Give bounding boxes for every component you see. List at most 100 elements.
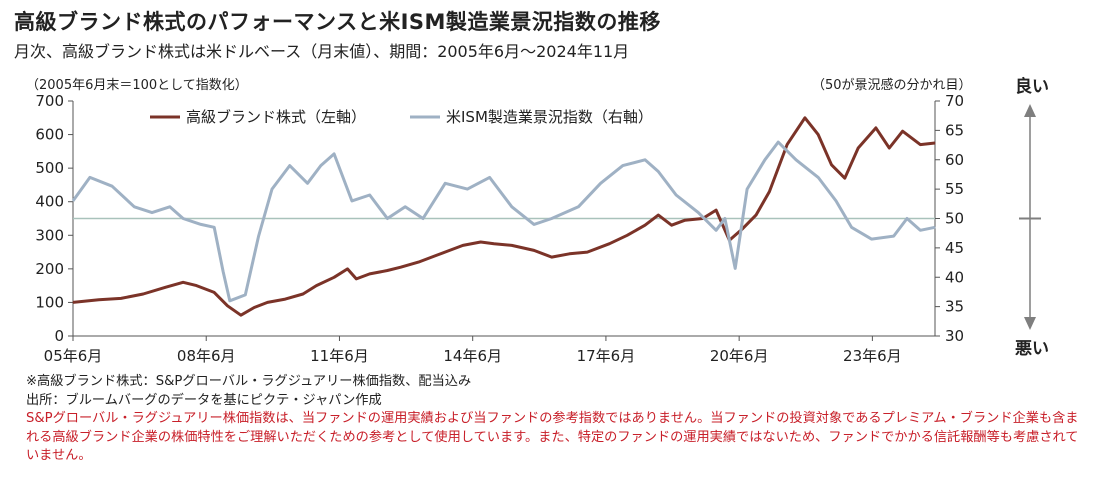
- right-axis-note: （50が景況感の分かれ目）: [812, 78, 972, 93]
- data-point: [229, 300, 231, 302]
- data-point: [919, 144, 921, 146]
- series-line-luxury: [72, 116, 936, 317]
- chart-subtitle: 月次、高級ブランド株式は米ドルベース（月末値）、期間：2005年6月～2024年…: [14, 42, 630, 61]
- data-point: [386, 269, 388, 272]
- data-point: [533, 223, 535, 225]
- data-point: [577, 206, 580, 208]
- x-tick-label: 11年6月: [310, 347, 369, 365]
- right-tick-label: 65: [945, 121, 964, 139]
- x-tick-label: 20年6月: [710, 347, 769, 365]
- right-tick-label: 50: [945, 210, 964, 228]
- data-point: [466, 188, 468, 190]
- left-axis-note: （2005年6月末＝100として指数化）: [26, 78, 248, 93]
- series-line-ism: [71, 140, 936, 303]
- left-tick-label: 700: [35, 92, 64, 110]
- data-point: [511, 244, 513, 246]
- legend-label-ism: 米ISM製造業景況指数（右軸）: [446, 108, 653, 126]
- series-lines: [71, 116, 936, 317]
- data-point: [835, 200, 837, 202]
- right-tick-label: 35: [945, 298, 964, 316]
- data-point: [351, 200, 353, 202]
- right-tick-label: 55: [945, 180, 964, 198]
- data-point: [888, 147, 890, 149]
- data-point: [480, 241, 482, 243]
- chart-title: 高級ブランド株式のパフォーマンスと米ISM製造業景況指数の推移: [14, 10, 661, 34]
- data-point: [98, 299, 100, 301]
- data-point: [657, 170, 659, 173]
- data-point: [240, 314, 242, 316]
- data-point: [568, 253, 571, 255]
- right-tick-label: 60: [945, 151, 964, 169]
- data-point: [444, 182, 446, 184]
- data-point: [919, 229, 921, 231]
- data-point: [449, 249, 451, 251]
- data-point: [746, 188, 748, 190]
- data-point: [369, 273, 371, 275]
- data-point: [271, 188, 273, 190]
- chart-axes: 0 100 200 300 400 500 600 700 30 35 40 45 50 55 60 65 70…: [35, 92, 964, 365]
- data-point: [755, 214, 757, 216]
- data-point: [608, 243, 611, 245]
- data-point: [226, 305, 229, 307]
- data-point: [715, 229, 717, 231]
- data-point: [675, 194, 677, 196]
- data-point: [626, 234, 628, 236]
- footnotes: ※高級ブランド株式：S&Pグローバル・ラグジュアリー株価指数、配当込み 出所：ブ…: [26, 373, 1086, 466]
- data-point: [164, 286, 166, 288]
- data-point: [435, 254, 437, 256]
- data-point: [386, 217, 388, 220]
- data-point: [844, 177, 846, 179]
- right-tick-label: 45: [945, 239, 964, 257]
- data-point: [213, 226, 215, 228]
- left-tick-label: 0: [54, 327, 64, 345]
- data-point: [462, 244, 464, 246]
- data-point: [72, 301, 74, 303]
- data-point: [404, 206, 406, 208]
- disclaimer: S&Pグローバル・ラグジュアリー株価指数は、当ファンドの運用実績および当ファンド…: [26, 411, 1079, 463]
- data-point: [551, 217, 553, 220]
- data-point: [151, 212, 153, 214]
- data-point: [830, 164, 833, 166]
- legend-label-luxury: 高級ブランド株式（左軸）: [186, 108, 366, 126]
- data-point: [422, 217, 424, 220]
- data-point: [586, 251, 588, 253]
- right-tick-label: 40: [945, 268, 964, 286]
- data-point: [253, 306, 255, 309]
- data-point: [489, 176, 491, 178]
- data-point: [315, 285, 317, 287]
- data-point: [902, 130, 904, 132]
- x-tick-label: 08年6月: [177, 347, 236, 365]
- data-point: [266, 301, 269, 303]
- data-point: [120, 297, 122, 299]
- line-chart: 0 100 200 300 400 500 600 700 30 35 40 45 50 55 60 65 70…: [35, 92, 1041, 365]
- data-point: [622, 165, 624, 167]
- data-point: [644, 224, 646, 226]
- left-tick-label: 400: [35, 193, 64, 211]
- x-tick-label: 23年6月: [843, 347, 902, 365]
- legend: 高級ブランド株式（左軸） 米ISM製造業景況指数（右軸）: [150, 108, 653, 126]
- good-bad-arrow: [1019, 104, 1041, 330]
- x-tick-label: 05年6月: [44, 347, 103, 365]
- left-tick-label: 200: [35, 260, 64, 278]
- data-point: [355, 278, 357, 280]
- data-point: [768, 191, 771, 193]
- data-point: [644, 159, 646, 161]
- data-point: [857, 147, 859, 149]
- data-point: [934, 142, 936, 144]
- data-point: [817, 134, 819, 136]
- data-point: [551, 256, 553, 258]
- data-point: [222, 270, 224, 272]
- data-point: [786, 144, 788, 146]
- good-label: 良い: [1015, 77, 1049, 97]
- footnote-source: 出所：ブルームバーグのデータを基にピクテ・ジャパン作成: [26, 392, 382, 408]
- data-point: [142, 293, 144, 295]
- data-point: [72, 200, 74, 202]
- left-tick-label: 100: [35, 293, 64, 311]
- data-point: [684, 219, 686, 221]
- left-tick-label: 500: [35, 159, 64, 177]
- data-point: [169, 206, 171, 208]
- data-point: [764, 159, 766, 161]
- data-point: [724, 217, 726, 220]
- data-point: [244, 294, 246, 296]
- data-point: [417, 261, 420, 263]
